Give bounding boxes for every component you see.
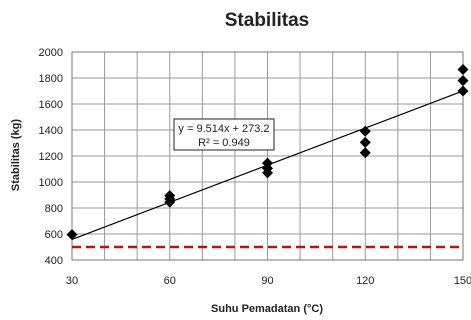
- data-point: [359, 125, 371, 137]
- y-tick-label: 1200: [39, 151, 63, 163]
- x-tick-label: 60: [164, 275, 176, 287]
- y-tick-label: 1600: [39, 99, 63, 111]
- y-tick-label: 1800: [39, 73, 63, 85]
- equation-box-frame: [173, 118, 275, 151]
- x-tick-label: 120: [356, 275, 374, 287]
- y-axis-title: Stabilitas (kg): [10, 119, 22, 191]
- x-tick-label: 30: [66, 275, 78, 287]
- data-point: [457, 85, 469, 97]
- data-point: [457, 75, 469, 87]
- chart-title: Stabilitas: [225, 10, 309, 31]
- x-tick-label: 90: [261, 275, 273, 287]
- data-point: [262, 167, 273, 179]
- equation-box: y = 9.514x + 273.2 R² = 0.949: [173, 118, 275, 151]
- data-point: [359, 147, 371, 159]
- y-tick-label: 2000: [39, 47, 63, 59]
- y-tick-label: 800: [45, 203, 63, 215]
- data-points: [66, 64, 469, 241]
- data-point: [457, 64, 469, 76]
- y-tick-label: 400: [45, 255, 63, 267]
- x-axis-title: Suhu Pemadatan (°C): [211, 303, 323, 315]
- x-tick-label: 150: [454, 275, 471, 287]
- tick-labels: 400 600 800 1000 1200 1400 1600 1800 2000 30 60 90 1…: [39, 47, 471, 287]
- y-tick-label: 1400: [39, 125, 63, 137]
- data-point: [66, 229, 78, 241]
- y-tick-label: 600: [45, 229, 63, 241]
- plot-area-frame: [71, 51, 464, 261]
- y-tick-label: 1000: [39, 177, 63, 189]
- data-point: [164, 196, 176, 208]
- trendline-equation: y = 9.514x + 273.2: [178, 123, 269, 135]
- data-point: [359, 136, 371, 148]
- trendline-r2: R² = 0.949: [198, 137, 250, 149]
- grid: [71, 51, 464, 261]
